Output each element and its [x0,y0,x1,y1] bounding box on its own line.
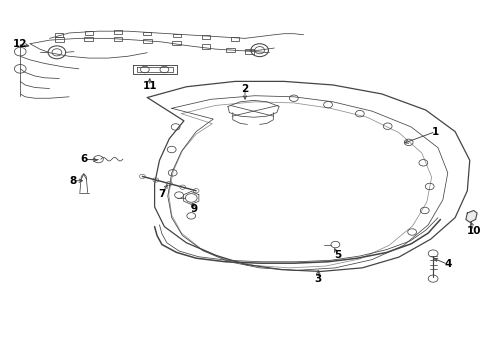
Text: 9: 9 [190,204,197,215]
Text: 7: 7 [158,189,166,199]
Bar [55,37,64,41]
Text: 1: 1 [432,127,439,136]
Bar [143,39,152,43]
Bar [172,41,181,45]
Text: 6: 6 [80,154,87,164]
Bar [55,33,63,37]
Text: 2: 2 [242,84,248,94]
Text: 4: 4 [444,259,451,269]
Bar [114,31,122,34]
Bar [226,48,235,52]
Bar [172,34,180,37]
Bar [114,37,122,41]
Bar [84,37,93,41]
Bar [202,36,210,39]
Text: 3: 3 [315,274,322,284]
Text: 10: 10 [466,226,481,236]
Bar [144,32,151,36]
Polygon shape [466,211,477,222]
Text: 8: 8 [70,176,76,186]
Text: 11: 11 [143,81,157,91]
Bar [245,49,254,54]
Text: 5: 5 [334,250,342,260]
Bar [85,31,93,35]
Bar [201,44,210,49]
Bar [231,37,239,41]
Text: 12: 12 [13,40,27,49]
